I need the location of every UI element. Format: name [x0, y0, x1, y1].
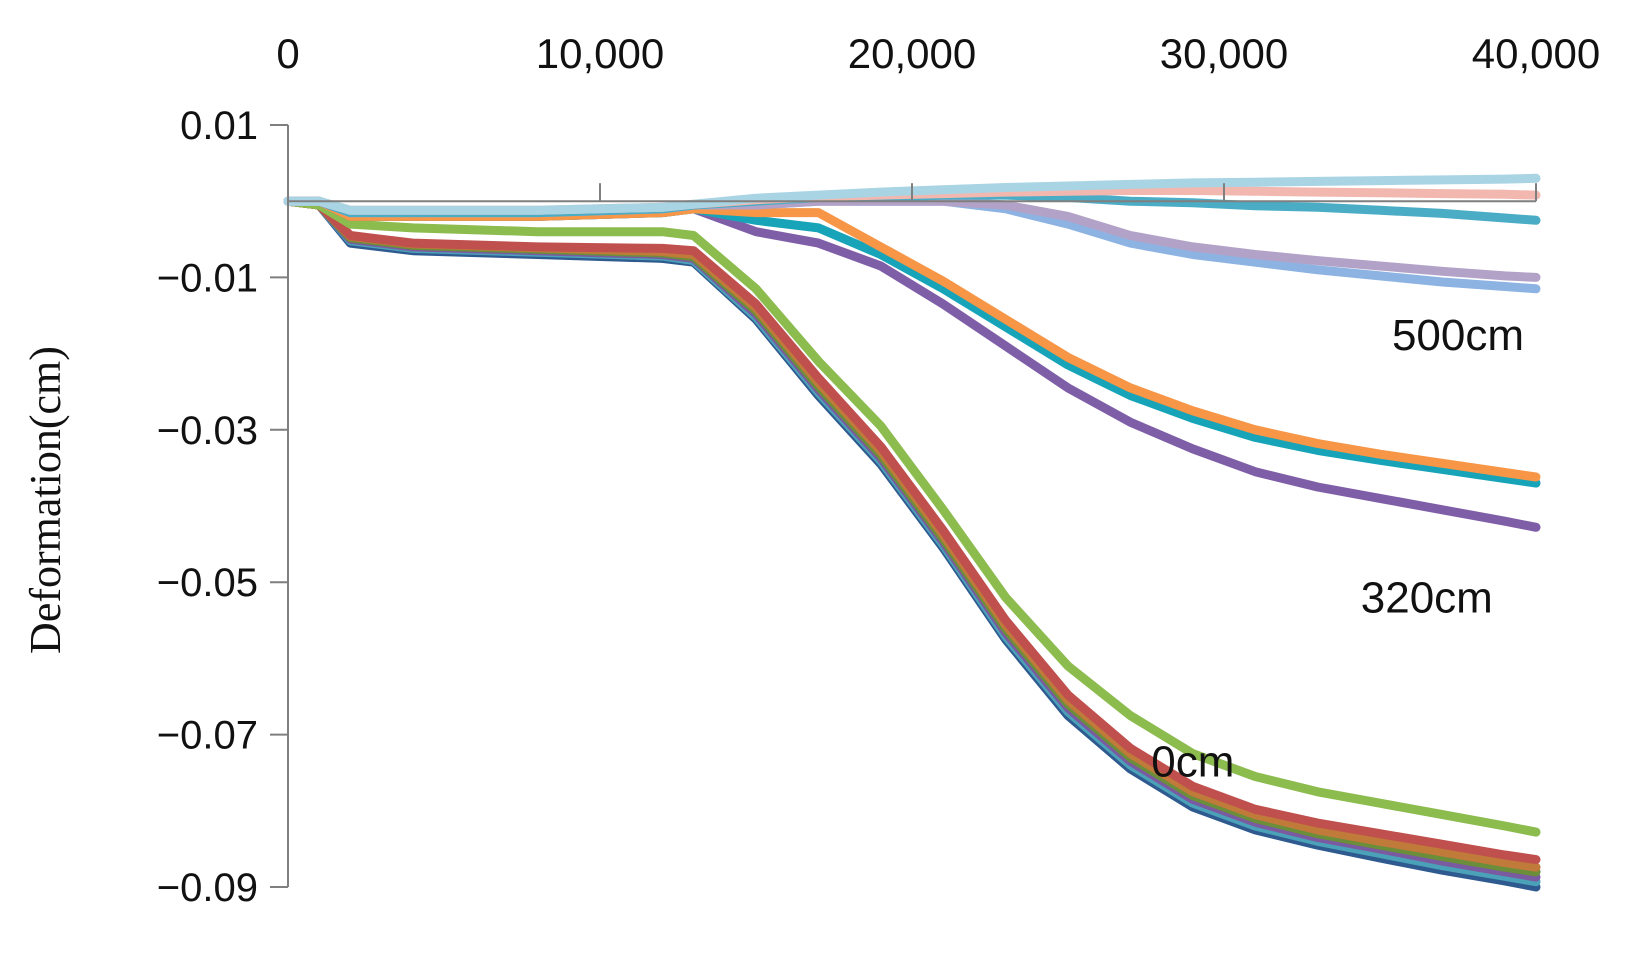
x-tick-label: 40,000	[1472, 30, 1600, 77]
series-line-6	[283, 196, 1541, 865]
series-line-2	[283, 196, 1541, 887]
tick-label-group: 0.01 −0.01 −0.03 −0.05 −0.07 −0.09 0 10,000 20,0…	[157, 30, 1600, 910]
x-tick-label: 20,000	[848, 30, 976, 77]
axis-group	[270, 124, 1537, 888]
y-tick-label: −0.03	[157, 409, 258, 453]
y-tick-label: −0.09	[157, 866, 258, 910]
series-line-4	[283, 196, 1541, 877]
x-tick-label: 10,000	[536, 30, 664, 77]
curve-annotation: 0cm	[1151, 738, 1234, 787]
y-tick-label: −0.05	[157, 561, 258, 605]
annotation-group: 500cm 320cm 0cm	[1151, 311, 1524, 787]
y-tick-label: 0.01	[180, 104, 258, 148]
y-axis-title: Deformation(cm)	[21, 346, 70, 654]
x-tick-label: 30,000	[1160, 30, 1288, 77]
series-line-7	[283, 196, 1541, 837]
y-tick-label: −0.01	[157, 256, 258, 300]
series-line-3	[283, 196, 1541, 882]
x-tick-label: 0	[276, 30, 299, 77]
series-line-15	[283, 173, 1541, 215]
series-group	[283, 173, 1541, 892]
series-line-1	[283, 196, 1541, 892]
curve-annotation: 500cm	[1392, 311, 1524, 360]
series-line-5	[283, 196, 1541, 872]
curve-annotation: 320cm	[1361, 574, 1493, 623]
y-tick-label: −0.07	[157, 714, 258, 758]
